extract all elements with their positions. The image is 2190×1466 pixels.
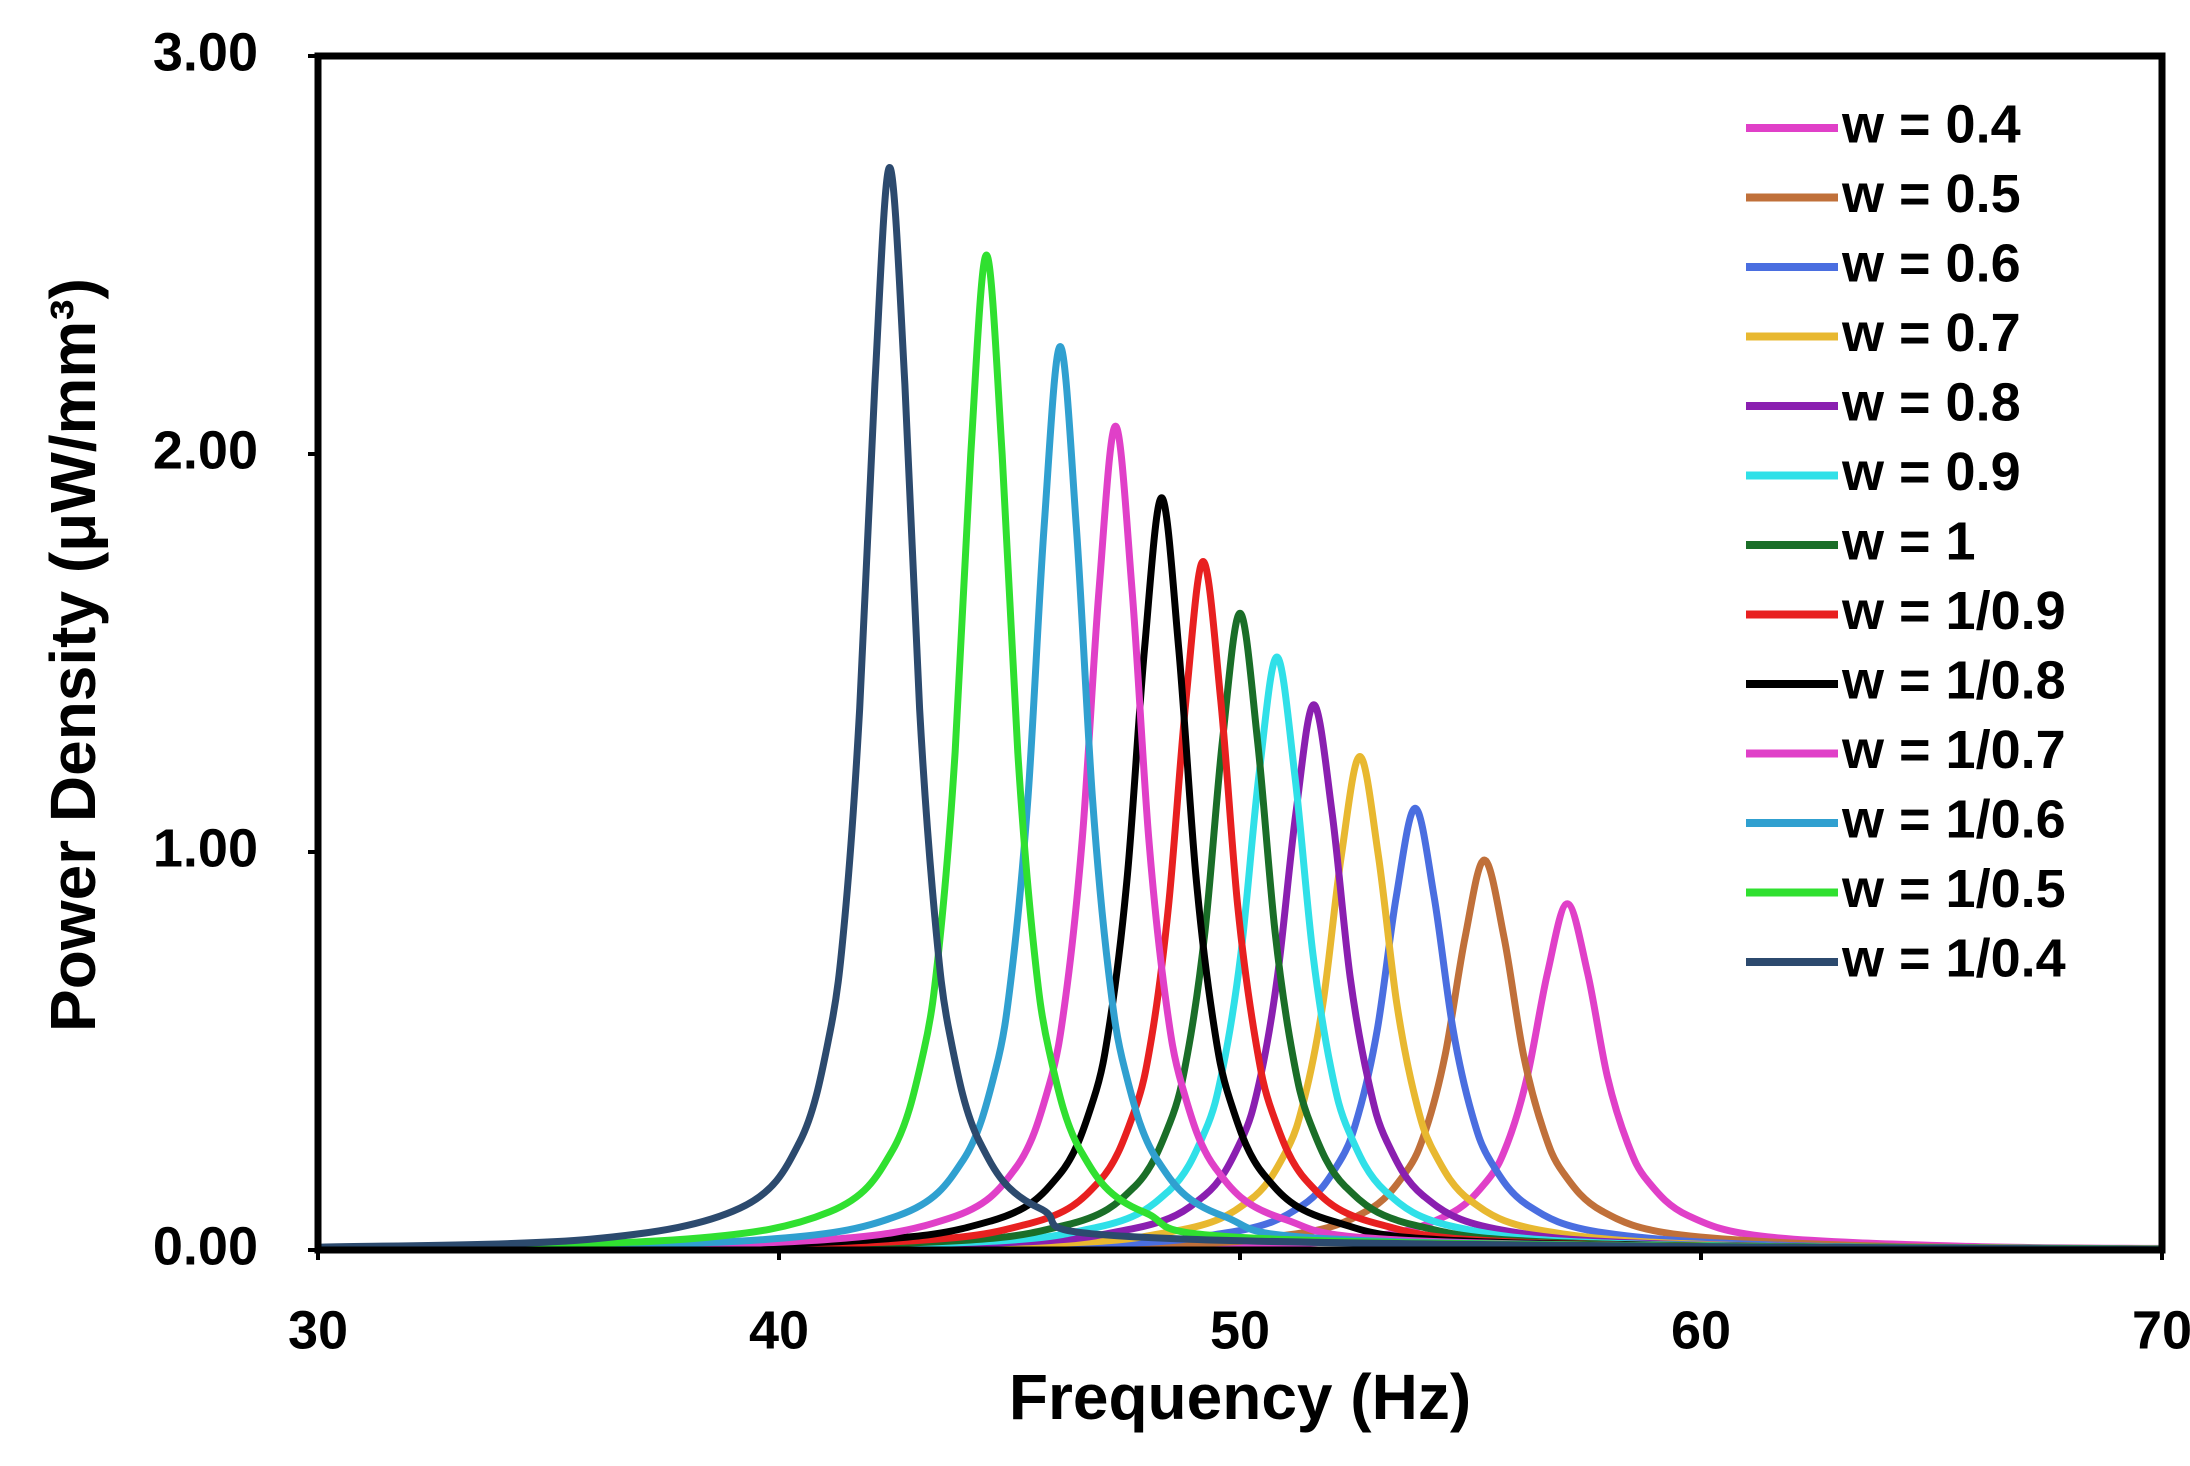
x-tick-label: 30 [288, 1300, 348, 1360]
y-tick-label: 3.00 [153, 22, 258, 82]
legend-label: w = 1 [1841, 511, 1976, 571]
legend-label: w = 1/0.5 [1841, 859, 2066, 919]
legend-label: w = 1/0.9 [1841, 581, 2066, 641]
x-tick-label: 60 [1671, 1300, 1731, 1360]
x-tick-label: 50 [1210, 1300, 1270, 1360]
x-tick-label: 70 [2132, 1300, 2190, 1360]
series-line [317, 163, 2163, 1254]
x-tick-label: 40 [749, 1300, 809, 1360]
series-line [317, 900, 2163, 1254]
series-line [317, 494, 2163, 1253]
y-tick-label: 0.00 [153, 1216, 258, 1276]
legend-label: w = 0.9 [1841, 442, 2021, 502]
series-line [317, 251, 2163, 1253]
legend-label: w = 0.8 [1841, 372, 2021, 432]
legend-label: w = 0.4 [1841, 94, 2021, 154]
y-tick-label: 2.00 [153, 420, 258, 480]
series-line [317, 557, 2163, 1253]
legend-label: w = 1/0.8 [1841, 650, 2066, 710]
legend-label: w = 1/0.4 [1841, 928, 2066, 988]
plot-area [317, 163, 2163, 1254]
legend-label: w = 1/0.6 [1841, 789, 2066, 849]
x-axis-title: Frequency (Hz) [1009, 1361, 1471, 1433]
legend-label: w = 0.7 [1841, 303, 2021, 363]
series-line [317, 422, 2163, 1253]
legend-label: w = 0.5 [1841, 164, 2021, 224]
legend-label: w = 0.6 [1841, 233, 2021, 293]
series-line [317, 343, 2163, 1253]
y-tick-label: 1.00 [153, 818, 258, 878]
legend-label: w = 1/0.7 [1841, 720, 2066, 780]
y-axis-title: Power Density (μW/mm³) [37, 278, 109, 1032]
